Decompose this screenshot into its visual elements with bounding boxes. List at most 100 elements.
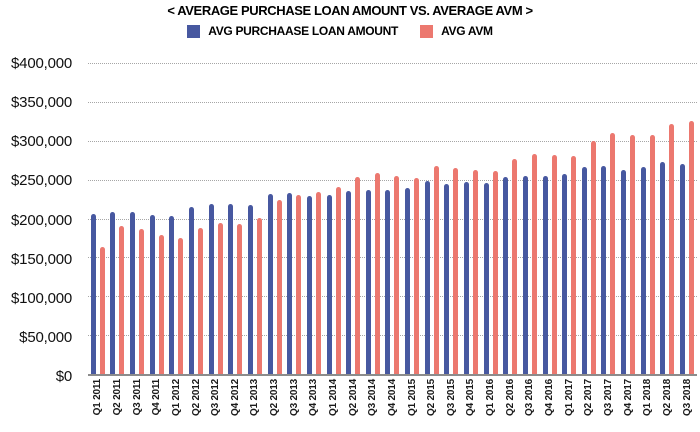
chart-title: < AVERAGE PURCHASE LOAN AMOUNT VS. AVERA… [167,3,533,18]
bar-avm [492,171,498,374]
bar-loan [424,181,430,374]
bar-loan [90,213,96,374]
x-tick-label: Q4 2015 [465,379,477,416]
legend-item-avm: AVG AVM [420,24,493,38]
bar-group [324,63,344,374]
x-tick-label: Q3 2013 [288,379,300,416]
gridline [88,140,697,142]
gridline [88,296,697,298]
bar-avm [571,156,577,374]
legend-label-avm: AVG AVM [441,24,493,38]
bar-loan [130,211,136,374]
bar-group [540,63,560,374]
x-tick-label: Q1 2011 [92,379,104,416]
x-tick-label: Q2 2015 [426,379,438,416]
y-tick-label: $350,000 [11,94,72,112]
bar-avm [99,246,105,374]
bar-avm [531,153,537,374]
bar-avm [158,234,164,374]
x-tick-label: Q2 2017 [583,379,595,416]
bar-group [245,63,265,374]
legend-label-loan: AVG PURCHAASE LOAN AMOUNT [208,24,399,38]
bar-avm [374,172,380,374]
bar-avm [649,134,655,374]
bar-group [127,63,147,374]
gridline [88,101,697,103]
x-tick-label: Q2 2011 [111,379,123,416]
bar-group [147,63,167,374]
x-tick-label: Q2 2018 [661,379,673,416]
bar-group [186,63,206,374]
bar-loan [405,188,411,374]
bar-loan [365,189,371,374]
y-tick-label: $400,000 [11,55,72,72]
bar-avm [355,176,361,374]
bar-group [658,63,678,374]
bar-avm [590,140,596,374]
y-tick-label: $150,000 [11,250,72,268]
bar-group [225,63,245,374]
bar-avm [610,132,616,374]
bar-group [383,63,403,374]
bar-avm [139,229,145,374]
bar-avm [119,226,125,374]
bar-avm [630,135,636,374]
gridline [88,335,697,337]
bar-loan [660,161,666,374]
bar-group [638,63,658,374]
x-tick-label: Q3 2012 [210,379,222,416]
bar-group [108,63,128,374]
x-tick-label: Q4 2011 [151,379,163,416]
x-tick-label: Q1 2016 [485,379,497,416]
y-tick-label: $100,000 [11,289,72,307]
x-tick-label: Q1 2015 [406,379,418,416]
bar-group [520,63,540,374]
x-tick-label: Q3 2018 [681,379,693,416]
x-tick-label: Q4 2014 [386,379,398,416]
bar-group [579,63,599,374]
gridline [88,257,697,259]
x-tick-label: Q3 2015 [445,379,457,416]
bar-loan [169,216,175,374]
bar-loan [326,195,332,374]
bar-avm [689,120,695,374]
bar-avm [276,199,282,374]
x-tick-label: Q3 2011 [131,379,143,416]
x-tick-label: Q4 2017 [622,379,634,416]
x-tick-label: Q1 2018 [642,379,654,416]
x-axis-labels: Q1 2011 Q2 2011 Q3 2011 Q4 2011 Q1 2012 Q2 20… [88,379,697,431]
bar-group [402,63,422,374]
bar-avm [315,192,321,374]
bar-avm [217,223,223,374]
legend: AVG PURCHAASE LOAN AMOUNT AVG AVM [0,24,680,38]
bar-loan [306,195,312,374]
bar-avm [256,217,262,374]
bar-group [618,63,638,374]
bar-avm [472,169,478,374]
x-tick-label: Q3 2016 [524,379,536,416]
bar-loan [503,177,509,374]
bar-loan [346,190,352,374]
bar-loan [189,206,195,374]
bar-avm [237,223,243,374]
bar-loan [149,215,155,374]
x-tick-label: Q1 2013 [249,379,261,416]
bar-avm [414,178,420,374]
bar-group [304,63,324,374]
x-tick-label: Q2 2013 [269,379,281,416]
bar-group [363,63,383,374]
gridline [88,63,697,64]
legend-item-loan: AVG PURCHAASE LOAN AMOUNT [187,24,398,38]
y-tick-label: $200,000 [11,211,72,229]
x-tick-label: Q2 2014 [347,379,359,416]
x-tick-label: Q3 2017 [602,379,614,416]
bar-group [559,63,579,374]
x-tick-label: Q4 2016 [544,379,556,416]
bar-loan [601,166,607,374]
bar-loan [581,167,587,374]
plot-area [88,63,697,376]
x-tick-label: Q1 2014 [328,379,339,416]
bar-loan [483,182,489,374]
bar-loan [247,205,253,374]
bar-group [167,63,187,374]
